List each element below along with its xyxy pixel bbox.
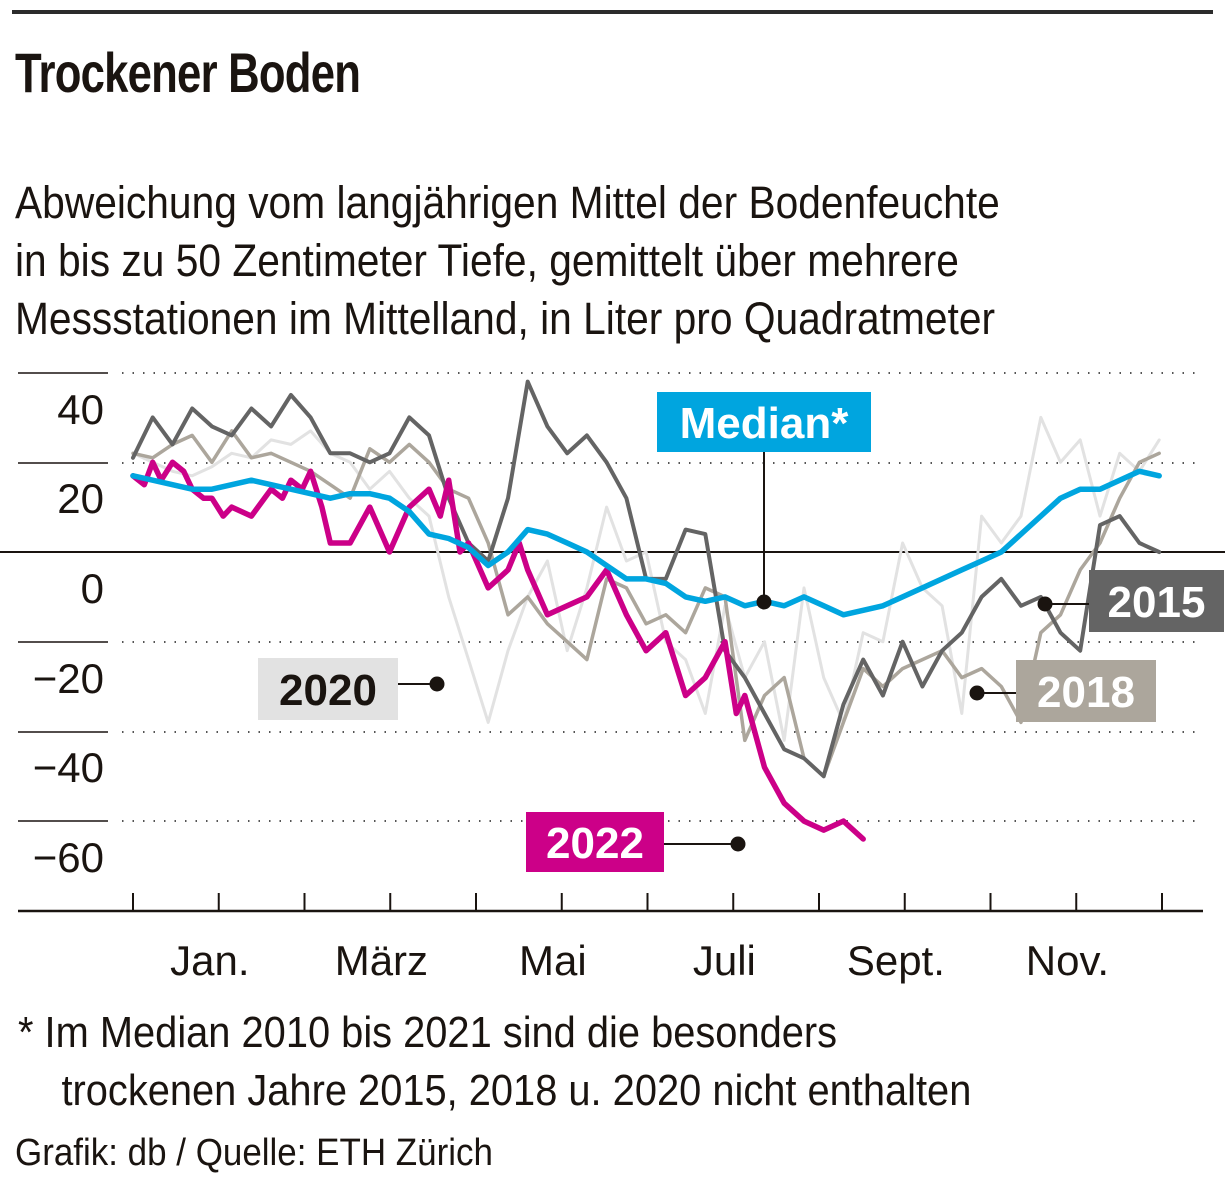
x-tick-label: Juli xyxy=(693,937,756,984)
y-tick-label: 0 xyxy=(81,565,104,612)
series-lines xyxy=(130,379,1162,842)
label-anchor-dot xyxy=(1037,596,1053,612)
y-tick-label: 40 xyxy=(57,386,104,433)
series-line-2020 xyxy=(131,415,1161,742)
series-label-box xyxy=(1016,660,1156,722)
subtitle-line: Messstationen im Mittelland, in Liter pr… xyxy=(15,293,996,344)
label-anchor-dot xyxy=(429,676,445,692)
footnote: * Im Median 2010 bis 2021 sind die beson… xyxy=(18,1004,971,1120)
series-label-median: Median* xyxy=(680,399,850,448)
chart-title: Trockener Boden xyxy=(15,41,361,104)
y-tick-label: −40 xyxy=(33,744,104,791)
grid-lines xyxy=(0,372,1225,822)
label-anchor-dot xyxy=(730,836,746,852)
x-tick-label: Nov. xyxy=(1026,937,1109,984)
series-label-box xyxy=(657,392,871,452)
label-anchor-dot xyxy=(756,594,772,610)
series-label-2020: 2020 xyxy=(279,666,377,715)
series-labels: 2020 2018 2015 2022 Median* xyxy=(258,392,1224,872)
series-label-2022: 2022 xyxy=(546,819,644,868)
series-label-box xyxy=(258,658,398,720)
y-tick-label: −60 xyxy=(33,834,104,881)
top-rule xyxy=(12,10,1213,14)
series-line-median xyxy=(130,468,1162,618)
source-credit: Grafik: db / Quelle: ETH Zürich xyxy=(15,1132,493,1174)
x-tick-label: Mai xyxy=(519,937,587,984)
x-axis: Jan. März Mai Juli Sept. Nov. xyxy=(18,893,1203,984)
x-tick-label: März xyxy=(335,937,428,984)
y-tick-label: 20 xyxy=(57,475,104,522)
chart-subtitle: Abweichung vom langjährigen Mittel der B… xyxy=(15,174,1000,348)
series-label-2015: 2015 xyxy=(1108,578,1206,627)
subtitle-line: Abweichung vom langjährigen Mittel der B… xyxy=(15,177,1000,228)
footnote-line: * Im Median 2010 bis 2021 sind die beson… xyxy=(18,1008,838,1057)
series-line-2018 xyxy=(131,429,1161,779)
series-line-2022 xyxy=(130,459,866,842)
y-axis-ticks: 40 20 0 −20 −40 −60 xyxy=(33,386,104,881)
x-tick-label: Jan. xyxy=(170,937,249,984)
series-label-box xyxy=(1089,570,1224,632)
label-anchor-dot xyxy=(969,685,985,701)
x-tick-label: Sept. xyxy=(847,937,945,984)
series-label-2018: 2018 xyxy=(1037,668,1135,717)
series-label-box xyxy=(526,812,664,872)
subtitle-line: in bis zu 50 Zentimeter Tiefe, gemittelt… xyxy=(15,235,959,286)
footnote-line: trockenen Jahre 2015, 2018 u. 2020 nicht… xyxy=(61,1066,972,1115)
y-tick-label: −20 xyxy=(33,655,104,702)
